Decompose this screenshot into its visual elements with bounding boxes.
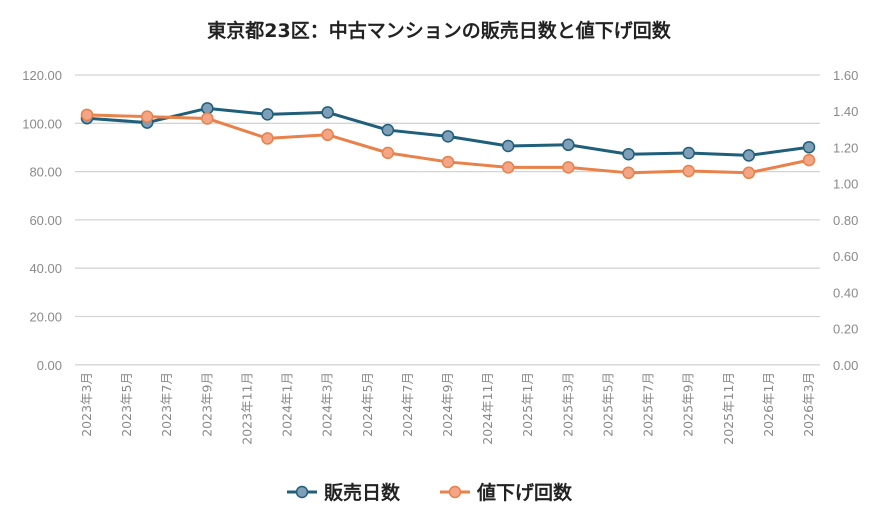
data-point[interactable]: [622, 147, 635, 161]
data-point[interactable]: [381, 123, 395, 137]
y-right-tick-label: 1.00: [833, 177, 858, 192]
x-tick-label: 2026年1月: [761, 372, 776, 437]
data-point[interactable]: [802, 153, 816, 167]
data-point[interactable]: [441, 130, 455, 143]
data-point[interactable]: [261, 132, 274, 145]
y-right-tick-label: 1.40: [833, 104, 858, 119]
data-point[interactable]: [201, 102, 214, 115]
data-point[interactable]: [742, 149, 756, 162]
x-tick-label: 2024年7月: [400, 372, 415, 437]
chart-title: 東京都23区：中古マンションの販売日数と値下げ回数: [207, 19, 671, 42]
x-tick-label: 2023年7月: [159, 372, 174, 437]
y-left-tick-label: 60.00: [29, 213, 62, 228]
y-axis-right: 0.00 0.20 0.40 0.60 0.80 1.00 1.20 1.40 1.60: [833, 68, 858, 373]
y-left-tick-label: 80.00: [29, 165, 62, 180]
data-point[interactable]: [321, 106, 334, 119]
y-right-tick-label: 0.40: [833, 285, 858, 300]
x-tick-label: 2025年3月: [560, 372, 575, 437]
y-left-tick-label: 120.00: [22, 68, 62, 83]
data-point[interactable]: [501, 161, 515, 174]
series-0: [80, 102, 816, 162]
series-1: [80, 108, 816, 180]
x-tick-label: 2025年5月: [600, 372, 615, 437]
y-left-tick-label: 20.00: [29, 310, 62, 325]
data-point[interactable]: [381, 146, 395, 160]
data-point[interactable]: [562, 138, 575, 152]
data-point[interactable]: [742, 166, 756, 180]
x-tick-label: 2023年11月: [239, 372, 254, 445]
data-point[interactable]: [802, 140, 816, 154]
x-tick-label: 2023年5月: [119, 372, 134, 437]
legend-item-1[interactable]: 値下げ回数: [440, 481, 573, 504]
x-tick-label: 2024年9月: [440, 372, 455, 437]
y-right-tick-label: 1.20: [833, 140, 858, 155]
data-point[interactable]: [261, 108, 274, 121]
legend-label: 値下げ回数: [476, 481, 573, 504]
data-point[interactable]: [622, 166, 635, 180]
legend-label: 販売日数: [324, 481, 401, 504]
x-tick-label: 2023年3月: [79, 372, 94, 437]
gridlines: [75, 74, 820, 366]
series-group: [80, 102, 816, 180]
legend-item-0[interactable]: 販売日数: [287, 481, 401, 504]
y-left-tick-label: 0.00: [37, 358, 62, 373]
y-left-tick-label: 100.00: [22, 116, 62, 131]
y-right-tick-label: 0.20: [833, 322, 858, 337]
data-point[interactable]: [562, 161, 575, 174]
y-right-tick-label: 0.80: [833, 213, 858, 228]
data-point[interactable]: [321, 128, 334, 142]
x-tick-label: 2024年1月: [280, 372, 295, 437]
x-tick-label: 2024年11月: [480, 372, 495, 445]
y-left-tick-label: 40.00: [29, 261, 62, 276]
x-tick-label: 2025年7月: [641, 372, 656, 437]
x-tick-label: 2025年9月: [681, 372, 696, 437]
x-tick-label: 2025年11月: [721, 372, 736, 445]
y-right-tick-label: 0.00: [833, 358, 858, 373]
legend: 販売日数 値下げ回数: [287, 481, 573, 504]
y-right-tick-label: 0.60: [833, 249, 858, 264]
data-point[interactable]: [201, 112, 214, 125]
data-point[interactable]: [80, 108, 94, 122]
x-axis: 2023年3月 2023年5月 2023年7月 2023年9月 2023年11月 2024…: [79, 372, 816, 445]
x-tick-label: 2024年3月: [320, 372, 335, 437]
data-point[interactable]: [682, 146, 695, 160]
data-point[interactable]: [441, 155, 455, 169]
data-point[interactable]: [682, 164, 695, 178]
x-tick-label: 2024年5月: [360, 372, 375, 437]
x-tick-label: 2025年1月: [520, 372, 535, 437]
data-point[interactable]: [501, 139, 515, 153]
y-right-tick-label: 1.60: [833, 68, 858, 83]
x-tick-label: 2026年3月: [801, 372, 816, 437]
y-axis-left: 0.00 20.00 40.00 60.00 80.00 100.00 120.00: [22, 68, 62, 373]
data-point[interactable]: [140, 110, 154, 123]
x-tick-label: 2023年9月: [199, 372, 214, 437]
